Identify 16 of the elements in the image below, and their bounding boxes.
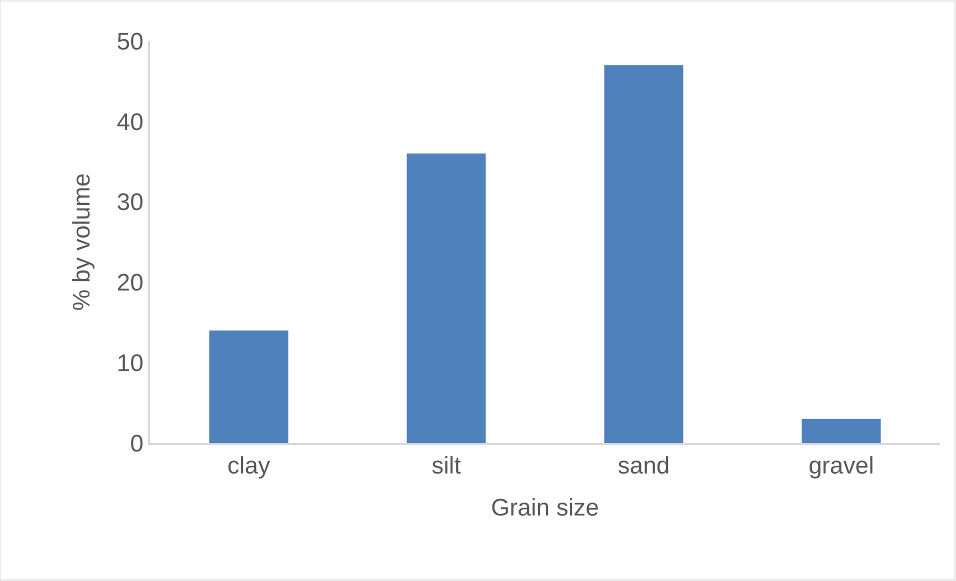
- x-tick-label: sand: [618, 452, 670, 480]
- bar: [406, 154, 486, 443]
- y-tick-label: 40: [116, 108, 144, 136]
- y-tick-label: 10: [116, 350, 144, 377]
- y-tick-label: 0: [130, 430, 144, 458]
- bar: [802, 418, 881, 443]
- x-axis-title: Grain size: [490, 494, 600, 522]
- y-tick-label: 30: [116, 189, 144, 216]
- y-tick-label: 50: [116, 28, 144, 56]
- x-tick-label: clay: [227, 452, 270, 480]
- x-tick-label: gravel: [808, 452, 874, 480]
- y-tick-label: 20: [116, 270, 144, 297]
- bar: [209, 330, 288, 443]
- bar: [604, 65, 684, 443]
- x-tick-label: silt: [432, 452, 462, 480]
- y-axis-title: % by volume: [68, 173, 96, 311]
